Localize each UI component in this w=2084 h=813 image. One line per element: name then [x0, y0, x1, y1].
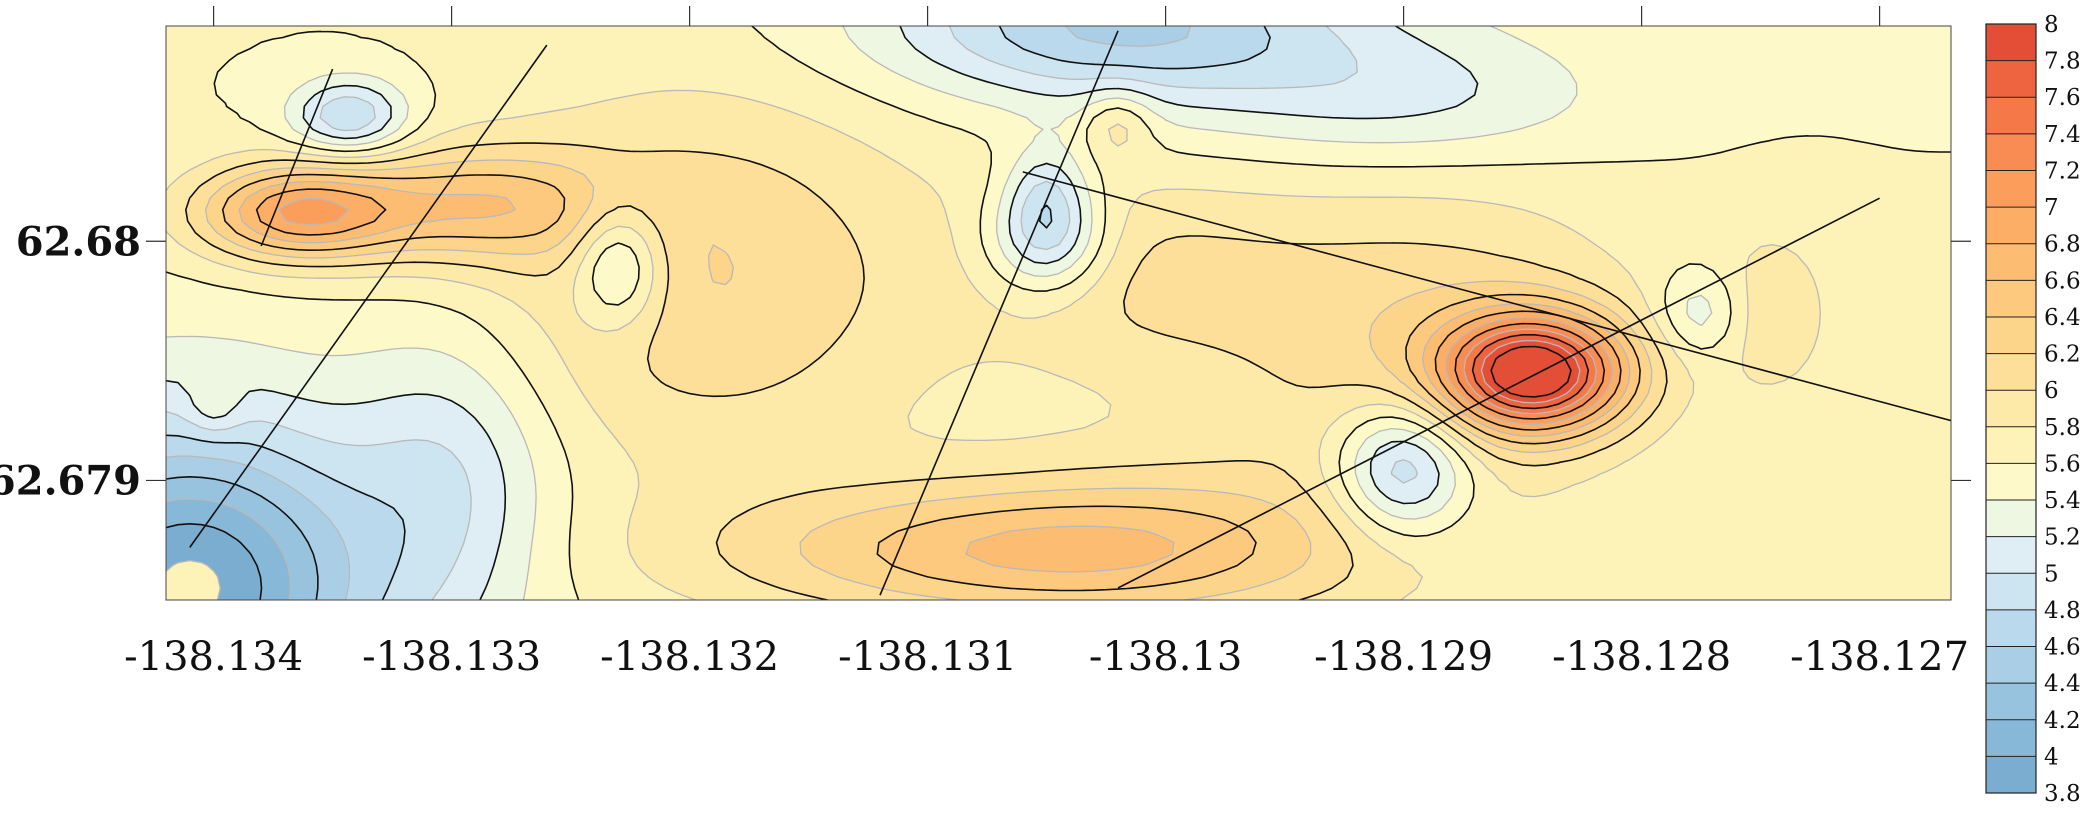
x-tick-label: -138.13 [1089, 634, 1242, 680]
colorbar-swatch [1986, 61, 2036, 98]
colorbar-label: 7.6 [2044, 85, 2081, 111]
colorbar-label: 4 [2044, 744, 2059, 770]
colorbar-swatch [1986, 756, 2036, 793]
colorbar-swatch [1986, 537, 2036, 574]
colorbar-swatch [1986, 354, 2036, 391]
colorbar-label: 6 [2044, 378, 2059, 404]
colorbar-swatch [1986, 390, 2036, 427]
plot-area [166, 26, 1951, 600]
x-tick-label: -138.133 [362, 634, 541, 680]
colorbar-swatch [1986, 24, 2036, 61]
colorbar-swatch [1986, 170, 2036, 207]
colorbar-swatch [1986, 500, 2036, 537]
colorbar-label: 3.8 [2044, 781, 2081, 807]
colorbar-swatch [1986, 610, 2036, 647]
colorbar-swatch [1986, 573, 2036, 610]
colorbar-swatch [1986, 280, 2036, 317]
colorbar-label: 7.8 [2044, 49, 2081, 75]
colorbar-swatch [1986, 207, 2036, 244]
contour-fill-layer [166, 26, 1951, 600]
colorbar-label: 6.4 [2044, 305, 2081, 331]
colorbar-label: 6.2 [2044, 342, 2081, 368]
colorbar-label: 4.8 [2044, 598, 2081, 624]
colorbar: 3.8 4 4.2 4.4 4.6 4.8 5 5.2 5.4 5.6 5.8 6 6.2 6.4 6.6 6… [1986, 12, 2081, 807]
colorbar-label: 5.8 [2044, 415, 2081, 441]
colorbar-swatch [1986, 134, 2036, 171]
colorbar-swatch [1986, 97, 2036, 134]
colorbar-label: 8 [2044, 12, 2059, 38]
x-tick-label: -138.131 [838, 634, 1017, 680]
y-tick-label: 62.68 [16, 218, 141, 265]
x-tick-label: -138.132 [600, 634, 779, 680]
colorbar-label: 5.6 [2044, 451, 2081, 477]
colorbar-label: 7 [2044, 195, 2059, 221]
colorbar-label: 5 [2044, 561, 2059, 587]
x-tick-label: -138.134 [124, 634, 303, 680]
colorbar-swatch [1986, 244, 2036, 281]
colorbar-swatch [1986, 720, 2036, 757]
colorbar-swatch [1986, 683, 2036, 720]
colorbar-swatch [1986, 647, 2036, 684]
colorbar-swatch [1986, 463, 2036, 500]
colorbar-label: 6.6 [2044, 268, 2081, 294]
colorbar-label: 6.8 [2044, 232, 2081, 258]
colorbar-label: 4.4 [2044, 671, 2081, 697]
colorbar-label: 5.4 [2044, 488, 2081, 514]
colorbar-label: 4.2 [2044, 708, 2081, 734]
colorbar-swatch [1986, 317, 2036, 354]
colorbar-swatch [1986, 427, 2036, 464]
x-tick-label: -138.127 [1790, 634, 1969, 680]
colorbar-label: 4.6 [2044, 635, 2081, 661]
colorbar-label: 7.4 [2044, 122, 2081, 148]
y-tick-label: 62.679 [0, 457, 141, 504]
x-tick-label: -138.128 [1552, 634, 1731, 680]
colorbar-label: 5.2 [2044, 525, 2081, 551]
colorbar-label: 7.2 [2044, 159, 2081, 185]
x-tick-label: -138.129 [1314, 634, 1493, 680]
